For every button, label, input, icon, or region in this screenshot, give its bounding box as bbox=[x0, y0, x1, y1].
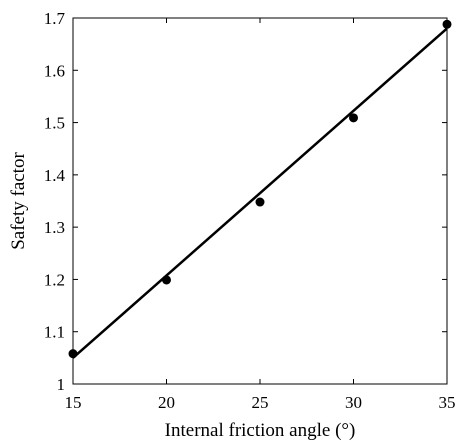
data-point bbox=[442, 19, 452, 29]
data-point bbox=[162, 275, 171, 285]
fit-line-group bbox=[72, 27, 448, 359]
y-tick-label: 1 bbox=[57, 375, 66, 394]
y-tick-label: 1.6 bbox=[44, 61, 65, 80]
y-tick-label: 1.1 bbox=[44, 323, 65, 342]
y-axis-label: Safety factor bbox=[8, 152, 29, 250]
ticks: 15 20 25 30 35 1 1.1 1.2 1.3 1.4 1.5 1.6 1.7 bbox=[44, 9, 456, 412]
y-tick-label: 1.2 bbox=[44, 270, 65, 289]
data-points bbox=[68, 19, 452, 359]
y-tick-label: 1.5 bbox=[44, 114, 65, 133]
x-tick-label: 30 bbox=[345, 393, 362, 412]
x-axis-label: Internal friction angle (°) bbox=[165, 420, 356, 441]
x-tick-label: 25 bbox=[252, 393, 269, 412]
data-point bbox=[68, 349, 78, 359]
fit-line bbox=[72, 27, 448, 359]
y-tick-label: 1.3 bbox=[44, 218, 65, 237]
x-tick-label: 35 bbox=[439, 393, 456, 412]
y-tick-label: 1.4 bbox=[44, 166, 66, 185]
y-tick-label: 1.7 bbox=[44, 9, 66, 28]
x-tick-label: 15 bbox=[65, 393, 82, 412]
data-point bbox=[349, 113, 358, 123]
x-tick-label: 20 bbox=[158, 393, 175, 412]
data-point bbox=[255, 197, 265, 207]
